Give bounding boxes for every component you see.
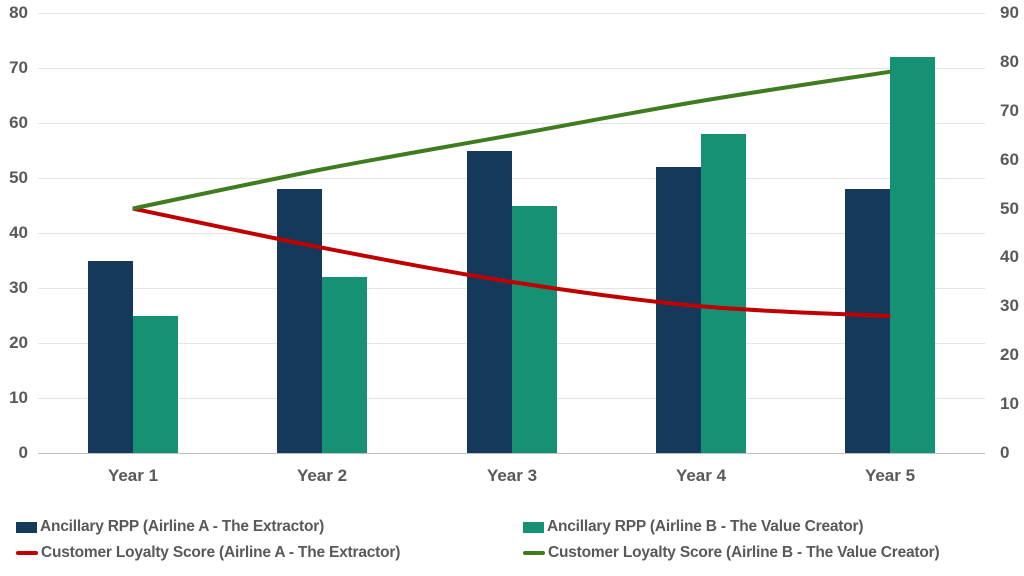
bar-airline-a xyxy=(656,167,701,453)
left-axis-tick: 50 xyxy=(9,168,28,187)
right-axis-tick: 20 xyxy=(1000,345,1019,365)
right-axis-tick: 40 xyxy=(1000,247,1019,267)
right-axis-tick: 80 xyxy=(1000,51,1019,71)
legend-item-bar-airline-a: Ancillary RPP (Airline A - The Extractor… xyxy=(16,518,324,536)
gridline xyxy=(38,13,985,14)
legend-label: Ancillary RPP (Airline B - The Value Cre… xyxy=(547,518,864,535)
x-axis-label: Year 3 xyxy=(486,466,538,485)
left-axis-tick: 10 xyxy=(9,388,28,407)
gridline xyxy=(38,68,985,69)
bar-airline-a xyxy=(845,189,890,453)
left-axis-tick: 0 xyxy=(18,443,28,462)
legend-bar-swatch xyxy=(16,521,37,533)
legend-item-line-airline-b: Customer Loyalty Score (Airline B - The … xyxy=(523,544,940,562)
legend-label: Customer Loyalty Score (Airline B - The … xyxy=(548,544,940,561)
right-axis-tick: 70 xyxy=(1000,100,1019,120)
bar-airline-a xyxy=(467,151,512,454)
gridline xyxy=(38,123,985,124)
bar-airline-b xyxy=(322,277,367,453)
x-axis-line xyxy=(38,453,985,454)
bar-airline-b xyxy=(890,57,935,453)
right-axis-tick: 90 xyxy=(1000,3,1019,22)
right-axis-tick: 30 xyxy=(1000,296,1019,316)
left-axis-tick: 70 xyxy=(9,58,28,77)
left-axis-tick: 80 xyxy=(9,3,28,22)
right-axis-tick: 50 xyxy=(1000,198,1019,218)
legend-label: Ancillary RPP (Airline A - The Extractor… xyxy=(40,518,325,535)
x-axis-label: Year 1 xyxy=(107,466,159,485)
x-axis-label: Year 4 xyxy=(675,466,727,485)
bar-airline-a xyxy=(88,261,133,454)
left-axis-tick: 60 xyxy=(9,113,28,132)
left-axis-tick: 40 xyxy=(9,223,28,242)
legend-label: Customer Loyalty Score (Airline A - The … xyxy=(41,544,401,561)
legend-item-line-airline-a: Customer Loyalty Score (Airline A - The … xyxy=(16,544,400,562)
bar-airline-b xyxy=(701,134,746,453)
bar-airline-b xyxy=(512,206,557,454)
left-axis-tick: 30 xyxy=(9,278,28,297)
bar-airline-a xyxy=(277,189,322,453)
legend-line-swatch xyxy=(16,551,38,555)
bar-airline-b xyxy=(133,316,178,454)
right-axis-tick: 0 xyxy=(1000,443,1010,462)
legend-item-bar-airline-b: Ancillary RPP (Airline B - The Value Cre… xyxy=(523,518,864,536)
x-axis-label: Year 2 xyxy=(296,466,348,485)
legend-line-swatch xyxy=(523,551,545,555)
right-axis-tick: 10 xyxy=(1000,394,1019,414)
right-axis-tick: 60 xyxy=(1000,149,1019,169)
x-axis-label: Year 5 xyxy=(864,466,916,485)
legend-bar-swatch xyxy=(523,521,544,533)
left-axis-tick: 20 xyxy=(9,333,28,352)
